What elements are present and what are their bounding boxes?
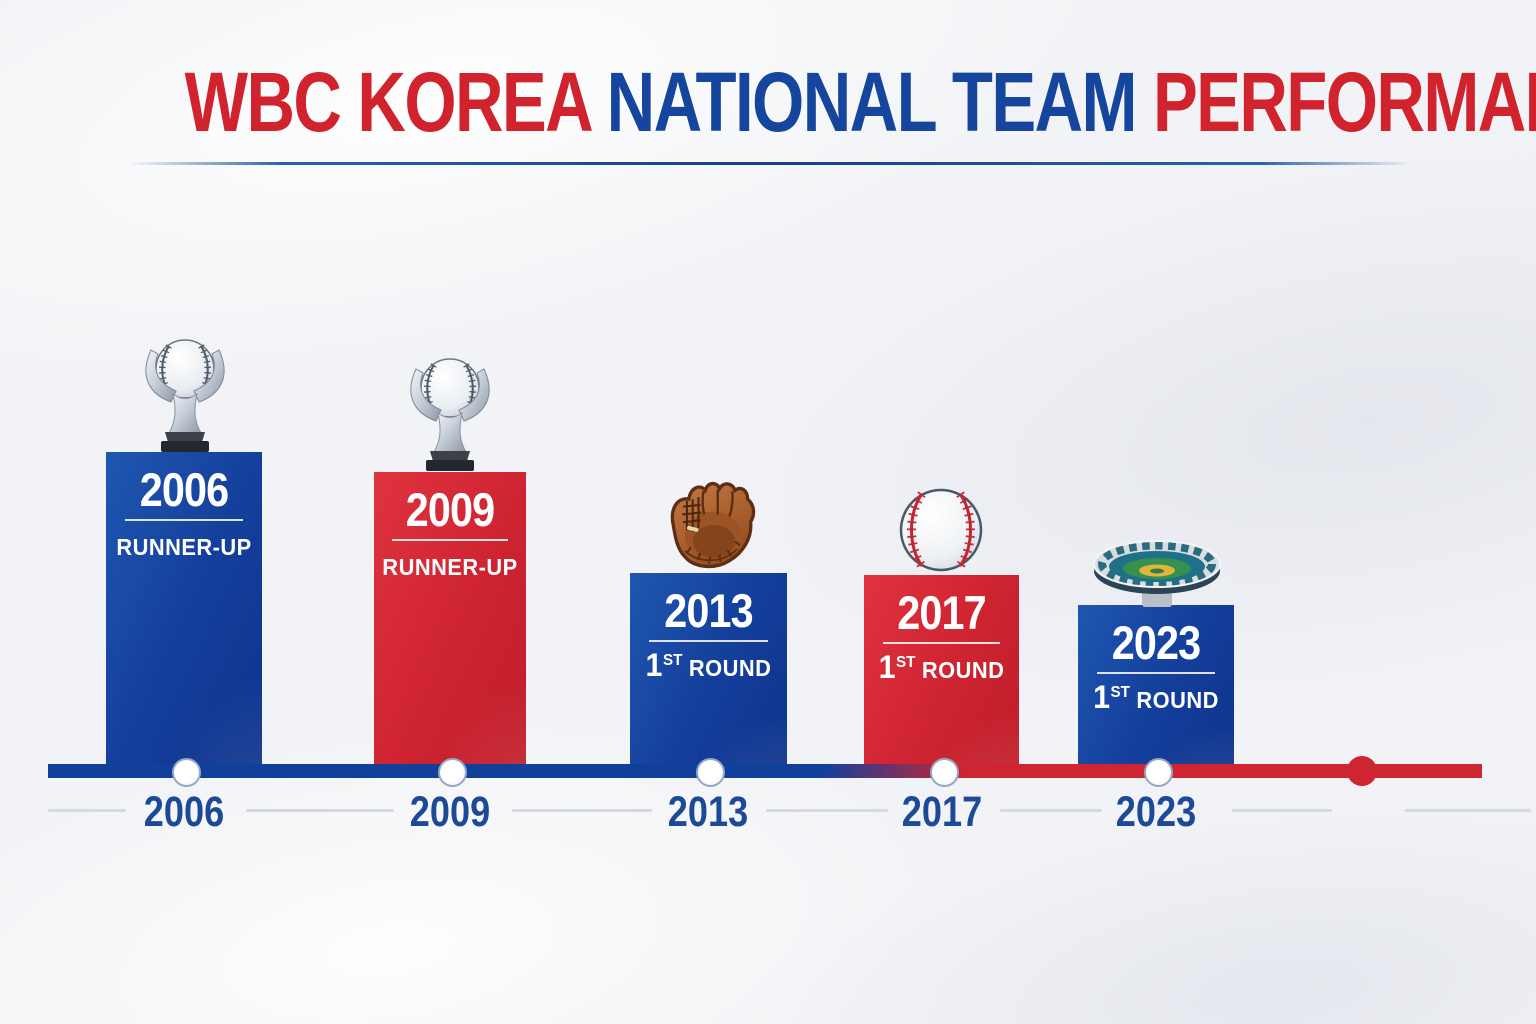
bar-year-label: 2009 <box>405 483 495 536</box>
trophy-baseball-icon <box>145 339 225 452</box>
baseball-glove-icon <box>670 481 756 569</box>
bar-divider <box>1096 672 1216 675</box>
bar-divider <box>882 642 1001 645</box>
bar-divider <box>392 539 508 542</box>
timeline-dot-2013 <box>696 758 725 787</box>
bar-divider <box>648 640 769 643</box>
bar-divider <box>124 519 244 522</box>
title-underline-divider <box>128 162 1413 165</box>
title-segment-national-team: NATIONAL TEAM <box>606 55 1153 149</box>
bar-2013: 2013 1ST ROUND <box>630 573 787 774</box>
axis-dash <box>1232 809 1332 812</box>
bar-2017: 2017 1ST ROUND <box>864 575 1019 774</box>
timeline-dot-2023 <box>1144 758 1173 787</box>
bar-2023: 2023 1ST ROUND <box>1078 605 1234 774</box>
bar-result-label: 1ST ROUND <box>645 647 772 684</box>
stadium-icon <box>1093 540 1221 607</box>
bar-result-label: RUNNER-UP <box>116 534 252 561</box>
timeline-dot-2009 <box>438 758 467 787</box>
axis-dash <box>1405 809 1531 812</box>
timeline-end-marker-dot <box>1347 756 1377 786</box>
page-title: WBC KOREA NATIONAL TEAM PERFORMANCE <box>0 60 1536 144</box>
bar-result-label: RUNNER-UP <box>382 554 518 581</box>
title-segment-performance: PERFORMANCE <box>1152 55 1536 149</box>
bar-year-label: 2017 <box>897 586 986 639</box>
bar-2006: 2006 RUNNER-UP <box>106 452 262 774</box>
axis-year-2017: 2017 <box>901 788 983 836</box>
bar-result-label: 1ST ROUND <box>1093 679 1219 716</box>
bar-2009: 2009 RUNNER-UP <box>374 472 526 774</box>
baseball-icon <box>899 488 983 572</box>
title-segment-wbc-korea: WBC KOREA <box>184 55 607 149</box>
timeline-dot-2006 <box>172 758 201 787</box>
axis-dash <box>512 809 652 812</box>
timeline-axis <box>48 764 1482 778</box>
axis-year-2009: 2009 <box>409 788 491 836</box>
bar-result-label: 1ST ROUND <box>878 649 1005 686</box>
bar-year-label: 2013 <box>664 584 753 637</box>
trophy-baseball-icon <box>410 358 490 471</box>
timeline-dot-2017 <box>930 758 959 787</box>
axis-year-2013: 2013 <box>667 788 749 836</box>
bar-year-label: 2006 <box>139 463 229 516</box>
bar-year-label: 2023 <box>1111 616 1201 669</box>
axis-dash <box>246 809 394 812</box>
axis-year-2006: 2006 <box>143 788 225 836</box>
axis-year-2023: 2023 <box>1115 788 1197 836</box>
